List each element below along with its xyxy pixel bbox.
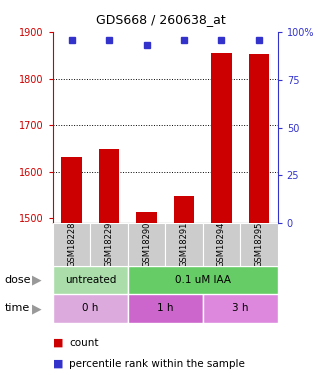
Bar xyxy=(91,223,128,266)
Bar xyxy=(240,223,278,266)
Text: GSM18290: GSM18290 xyxy=(142,222,151,267)
Text: time: time xyxy=(5,303,30,313)
Bar xyxy=(128,223,165,266)
Bar xyxy=(203,223,240,266)
Bar xyxy=(174,196,194,223)
Text: GDS668 / 260638_at: GDS668 / 260638_at xyxy=(96,13,225,26)
Text: percentile rank within the sample: percentile rank within the sample xyxy=(69,359,245,369)
Bar xyxy=(128,266,278,294)
Text: 1 h: 1 h xyxy=(157,303,174,313)
Bar xyxy=(99,149,119,223)
Text: ▶: ▶ xyxy=(32,302,42,315)
Text: GSM18291: GSM18291 xyxy=(179,222,188,267)
Text: 3 h: 3 h xyxy=(232,303,248,313)
Text: 0 h: 0 h xyxy=(82,303,99,313)
Bar xyxy=(53,266,128,294)
Text: untreated: untreated xyxy=(65,275,116,285)
Text: ▶: ▶ xyxy=(32,274,42,287)
Text: ■: ■ xyxy=(53,338,64,348)
Bar xyxy=(249,54,269,223)
Text: GSM18229: GSM18229 xyxy=(105,222,114,267)
Text: GSM18294: GSM18294 xyxy=(217,222,226,267)
Bar xyxy=(53,294,128,322)
Bar xyxy=(203,294,278,322)
Bar xyxy=(136,212,157,223)
Bar xyxy=(61,157,82,223)
Text: 0.1 uM IAA: 0.1 uM IAA xyxy=(175,275,231,285)
Bar xyxy=(53,223,91,266)
Bar xyxy=(211,53,232,223)
Bar xyxy=(165,223,203,266)
Text: GSM18228: GSM18228 xyxy=(67,222,76,267)
Bar xyxy=(128,294,203,322)
Text: ■: ■ xyxy=(53,359,64,369)
Text: dose: dose xyxy=(5,275,31,285)
Text: count: count xyxy=(69,338,99,348)
Text: GSM18295: GSM18295 xyxy=(255,222,264,267)
